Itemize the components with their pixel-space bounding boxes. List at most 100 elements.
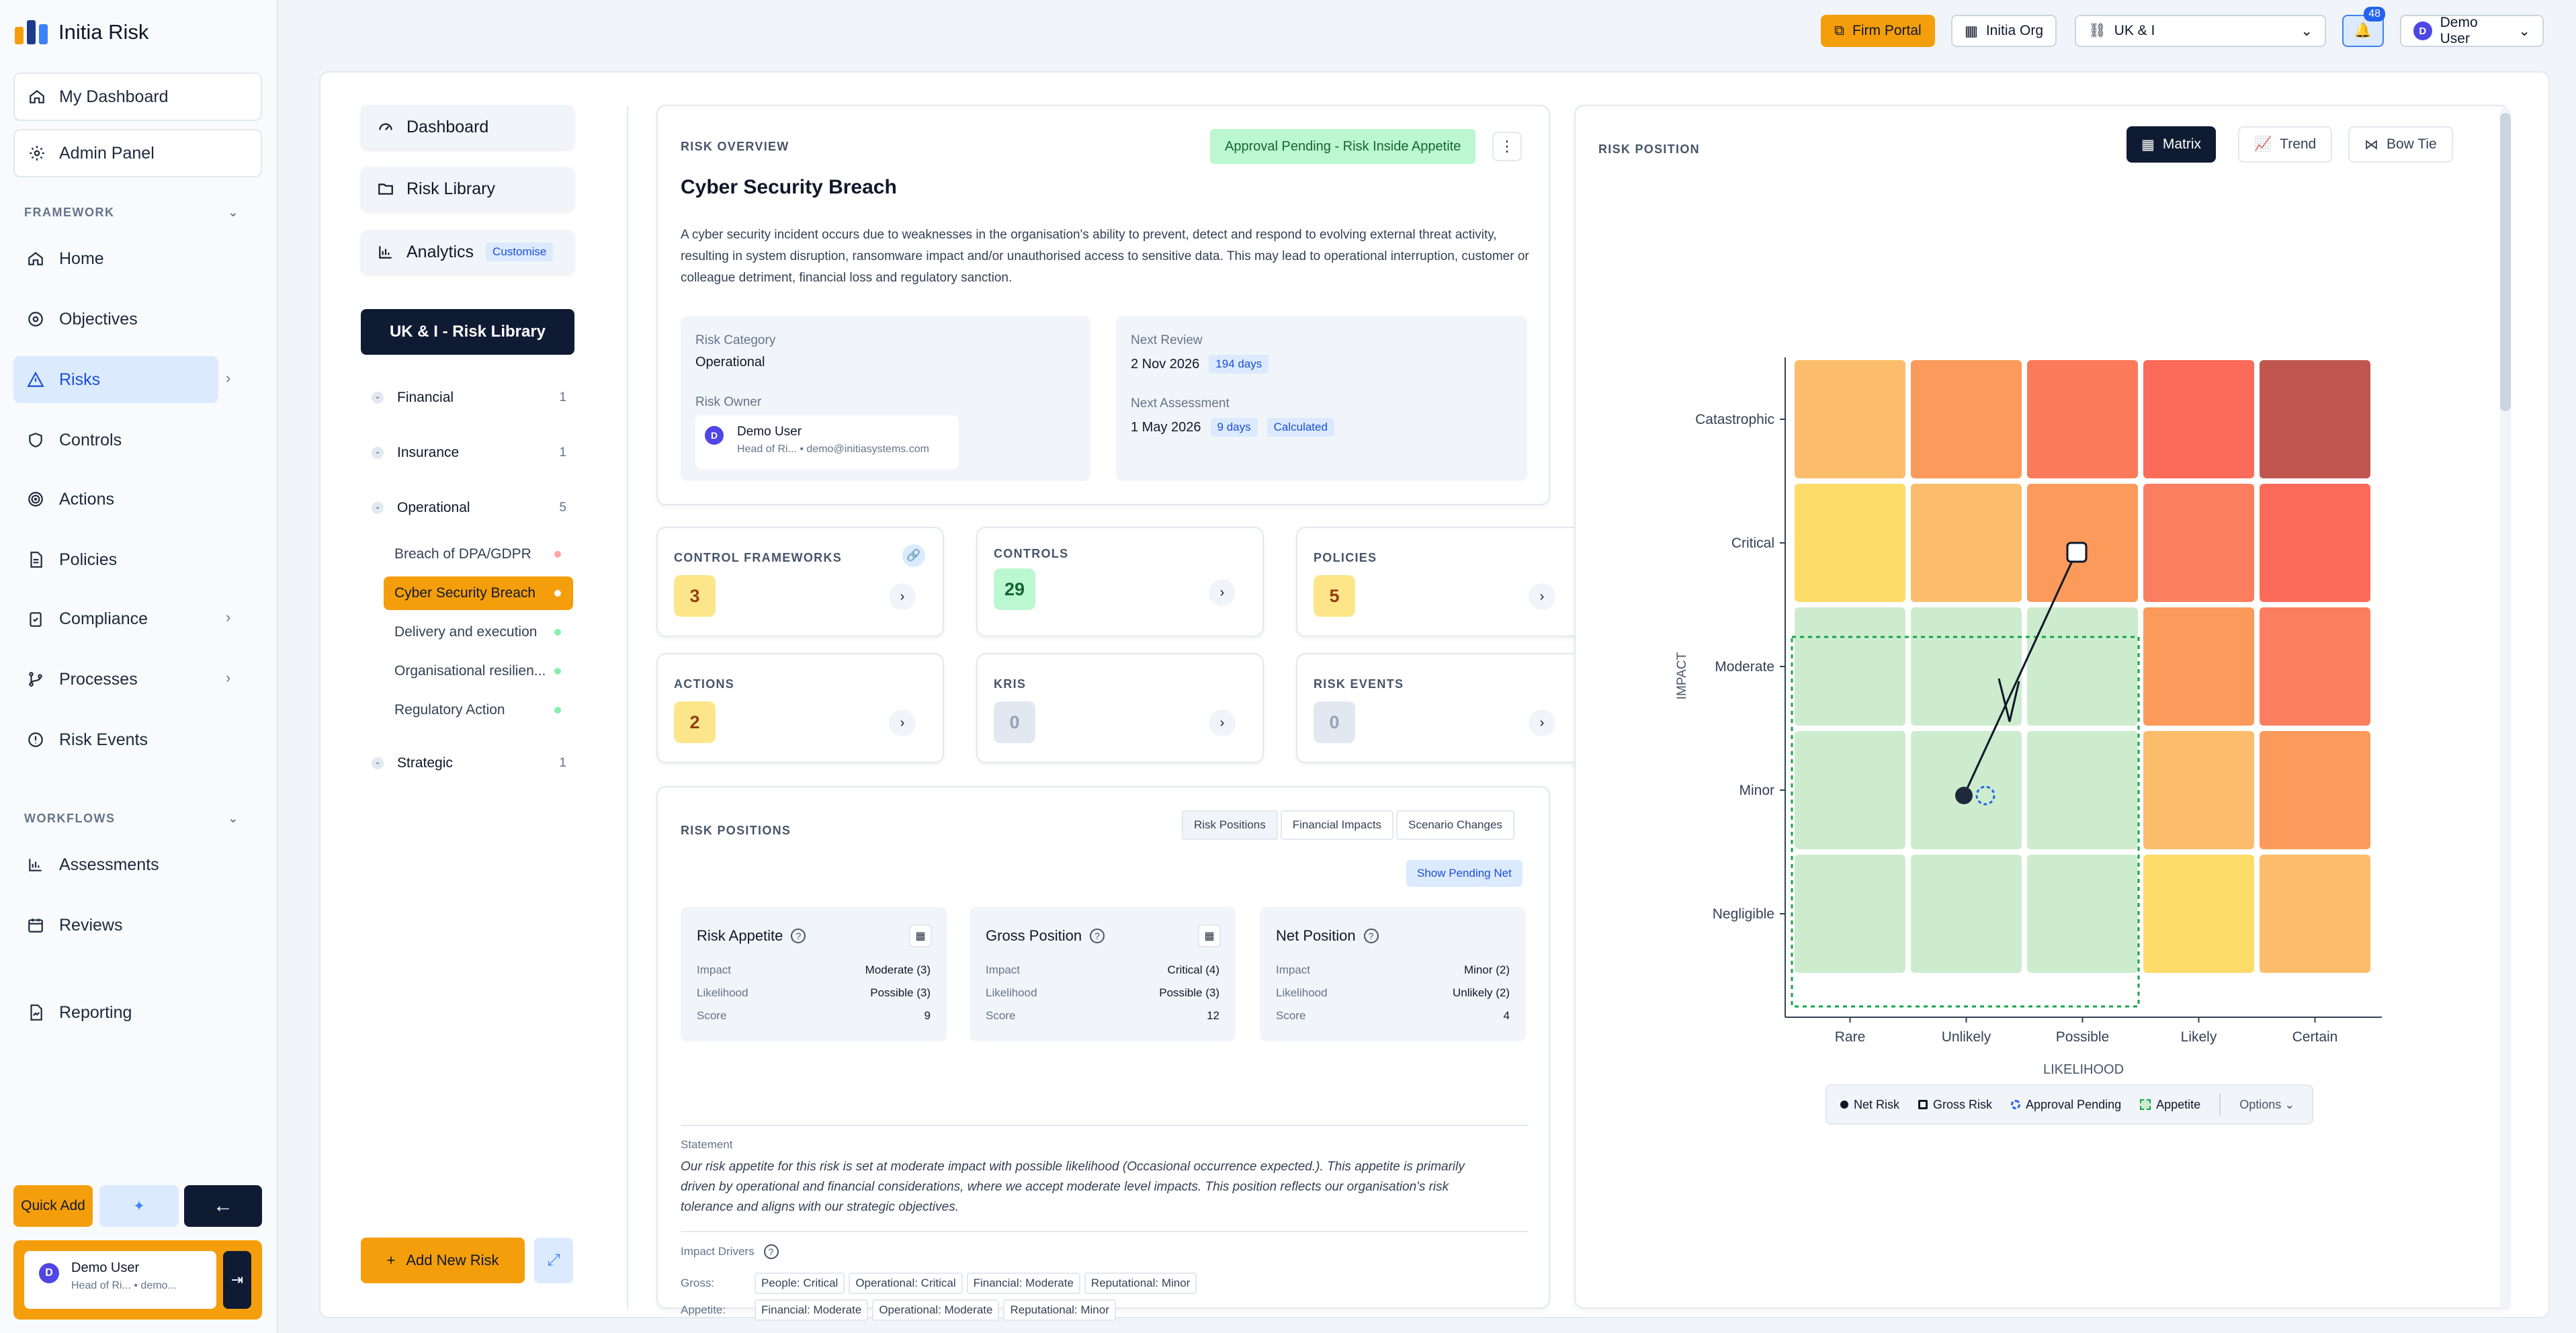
controls-card[interactable]: CONTROLS 29 ›	[976, 527, 1264, 637]
leaf-delivery-and-execution[interactable]: Delivery and execution	[384, 615, 573, 649]
dashboard-button[interactable]: Dashboard	[361, 105, 574, 149]
leaf-regulatory-action[interactable]: Regulatory Action	[384, 693, 573, 727]
quick-add-button[interactable]: Quick Add	[13, 1185, 93, 1227]
leaf-organisational-resilience[interactable]: Organisational resilien...	[384, 654, 573, 688]
matrix-cell[interactable]	[2027, 731, 2138, 849]
matrix-cell[interactable]	[2260, 360, 2370, 478]
analytics-button[interactable]: Analytics Customise	[361, 230, 574, 274]
matrix-cell[interactable]	[2143, 484, 2254, 602]
framework-section[interactable]: FRAMEWORK ⌄	[24, 206, 239, 219]
chevron-right-icon[interactable]: ›	[226, 669, 231, 686]
policies-card[interactable]: POLICIES 5 ›	[1296, 527, 1584, 637]
firm-portal-button[interactable]: ⧉ Firm Portal	[1821, 15, 1935, 47]
more-menu-button[interactable]: ⋮	[1492, 132, 1522, 161]
kris-card[interactable]: KRIS 0 ›	[976, 653, 1264, 763]
matrix-cell[interactable]	[1911, 484, 2022, 602]
tab-matrix[interactable]: ▦ Matrix	[2127, 126, 2217, 163]
matrix-cell[interactable]	[2260, 607, 2370, 726]
leaf-cyber-security-breach[interactable]: Cyber Security Breach	[384, 576, 573, 610]
tab-financial-impacts[interactable]: Financial Impacts	[1280, 810, 1394, 840]
matrix-cell[interactable]	[2027, 855, 2138, 973]
sidebar-item-objectives[interactable]: Objectives	[13, 296, 218, 343]
matrix-cell[interactable]	[1911, 360, 2022, 478]
net-risk-marker[interactable]	[1955, 787, 1973, 804]
sidebar-item-reviews[interactable]: Reviews	[13, 902, 218, 949]
chevron-right-icon[interactable]: ›	[889, 710, 916, 736]
matrix-cell[interactable]	[2143, 607, 2254, 726]
matrix-cell[interactable]	[1795, 855, 1905, 973]
matrix-cell[interactable]	[2143, 731, 2254, 849]
chevron-right-icon[interactable]: ›	[1529, 583, 1555, 610]
help-icon[interactable]: ?	[1090, 929, 1105, 943]
risk-owner[interactable]: D Demo User Head of Ri... • demo@initias…	[695, 415, 959, 469]
control-frameworks-card[interactable]: CONTROL FRAMEWORKS 🔗 3 ›	[656, 527, 944, 637]
ai-sparkle-button[interactable]: ✦	[99, 1185, 179, 1227]
matrix-cell[interactable]	[1911, 855, 2022, 973]
approval-pending-marker[interactable]	[1975, 785, 1995, 806]
gross-risk-marker[interactable]	[2066, 542, 2088, 563]
matrix-cell[interactable]	[2260, 484, 2370, 602]
matrix-cell[interactable]	[1795, 484, 1905, 602]
tree-item-strategic[interactable]: - Strategic 1	[372, 755, 573, 771]
chevron-right-icon[interactable]: ›	[226, 609, 231, 626]
tab-scenario-changes[interactable]: Scenario Changes	[1396, 810, 1514, 840]
matrix-cell[interactable]	[1795, 607, 1905, 726]
matrix-cell[interactable]	[1795, 360, 1905, 478]
matrix-cell[interactable]	[2027, 607, 2138, 726]
tree-item-financial[interactable]: - Financial 1	[372, 390, 573, 406]
sidebar-item-controls[interactable]: Controls	[13, 417, 218, 464]
sidebar-item-risks[interactable]: Risks	[13, 356, 218, 403]
scrollbar-thumb[interactable]	[2500, 113, 2511, 411]
workflows-section[interactable]: WORKFLOWS ⌄	[24, 812, 239, 825]
help-icon[interactable]: ?	[1363, 929, 1379, 943]
notifications-button[interactable]: 🔔 48	[2342, 7, 2385, 47]
logout-button[interactable]: ⇥	[223, 1251, 251, 1309]
customise-badge[interactable]: Customise	[486, 243, 554, 261]
matrix-cell[interactable]	[1795, 731, 1905, 849]
matrix-cell[interactable]	[2143, 360, 2254, 478]
chevron-right-icon[interactable]: ›	[1209, 579, 1236, 606]
expand-button[interactable]: ⤢	[534, 1238, 573, 1283]
org-button[interactable]: ▦ Initia Org	[1951, 15, 2057, 47]
sidebar-item-home[interactable]: Home	[13, 235, 218, 282]
chevron-right-icon[interactable]: ›	[889, 583, 916, 610]
matrix-cell[interactable]	[2027, 360, 2138, 478]
grid-icon[interactable]: ▦	[909, 924, 932, 947]
collapse-sidebar-button[interactable]: ←	[184, 1185, 262, 1227]
help-icon[interactable]: ?	[791, 929, 806, 943]
tab-trend[interactable]: 📈 Trend	[2238, 126, 2333, 163]
matrix-cell[interactable]	[2143, 855, 2254, 973]
app-logo[interactable]: Initia Risk	[15, 20, 148, 44]
sidebar-item-compliance[interactable]: Compliance	[13, 595, 218, 642]
my-dashboard-button[interactable]: My Dashboard	[13, 73, 262, 121]
sidebar-item-risk-events[interactable]: Risk Events	[13, 716, 218, 763]
leaf-breach-of-dpa-gdpr[interactable]: Breach of DPA/GDPR	[384, 538, 573, 571]
scrollbar[interactable]	[2500, 108, 2511, 1310]
tree-item-insurance[interactable]: - Insurance 1	[372, 445, 573, 461]
options-dropdown[interactable]: Options ⌄	[2239, 1097, 2295, 1111]
admin-panel-button[interactable]: Admin Panel	[13, 129, 262, 177]
matrix-cell[interactable]	[2260, 731, 2370, 849]
sidebar-item-actions[interactable]: Actions	[13, 476, 218, 523]
matrix-cell[interactable]	[2260, 855, 2370, 973]
tree-item-operational[interactable]: - Operational 5	[372, 500, 573, 516]
region-select[interactable]: ⛓ UK & I ⌄	[2075, 15, 2326, 47]
help-icon[interactable]: ?	[763, 1244, 779, 1259]
link-icon[interactable]: 🔗	[902, 544, 925, 567]
tab-risk-positions[interactable]: Risk Positions	[1182, 810, 1278, 840]
user-profile[interactable]: D Demo User Head of Ri... • demo...	[24, 1251, 216, 1309]
grid-icon[interactable]: ▦	[1198, 924, 1221, 947]
sidebar-item-assessments[interactable]: Assessments	[13, 841, 218, 888]
sidebar-item-policies[interactable]: Policies	[13, 536, 218, 583]
chevron-right-icon[interactable]: ›	[1209, 710, 1236, 736]
chevron-right-icon[interactable]: ›	[226, 370, 231, 386]
library-title[interactable]: UK & I - Risk Library	[361, 309, 574, 355]
risk-events-card[interactable]: RISK EVENTS 0 ›	[1296, 653, 1584, 763]
risk-library-button[interactable]: Risk Library	[361, 167, 574, 211]
sidebar-item-reporting[interactable]: Reporting	[13, 989, 218, 1036]
tab-bow-tie[interactable]: ⋈ Bow Tie	[2348, 126, 2453, 163]
add-new-risk-button[interactable]: + Add New Risk	[361, 1238, 525, 1283]
actions-card[interactable]: ACTIONS 2 ›	[656, 653, 944, 763]
chevron-right-icon[interactable]: ›	[1529, 710, 1555, 736]
user-menu[interactable]: D Demo User ⌄	[2400, 15, 2544, 47]
